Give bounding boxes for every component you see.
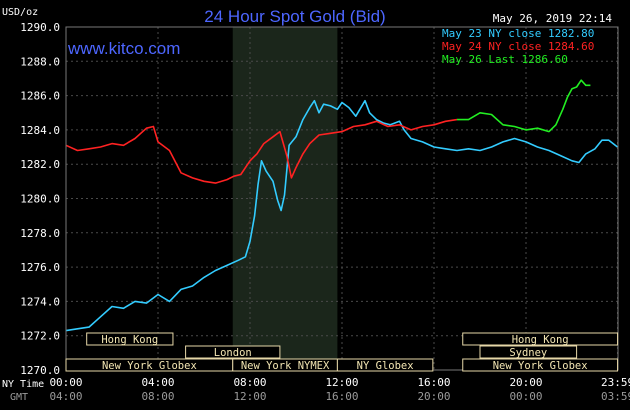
x-tick-ny: 04:00: [141, 376, 174, 389]
x-tick-gmt: 12:00: [233, 390, 266, 403]
series-line-1: [65, 118, 458, 184]
x-tick-ny: 08:00: [233, 376, 266, 389]
timestamp: May 26, 2019 22:14: [493, 12, 613, 25]
session-label: New York Globex: [493, 360, 588, 372]
legend-entry-1: May 24 NY close 1284.60: [442, 40, 594, 53]
x-tick-ny: 20:00: [509, 376, 542, 389]
session-label: NY Globex: [357, 360, 414, 372]
x-tick-gmt: 16:00: [325, 390, 358, 403]
y-tick-label: 1276.0: [20, 261, 60, 274]
session-box: [462, 332, 619, 346]
x-tick-ny: 16:00: [417, 376, 450, 389]
series-line-0: [65, 99, 618, 332]
session-label: New York NYMEX: [241, 360, 330, 372]
y-tick-label: 1286.0: [20, 90, 60, 103]
watermark: www.kitco.com: [67, 39, 180, 58]
chart-title: 24 Hour Spot Gold (Bid): [204, 7, 385, 26]
session-label: Hong Kong: [101, 334, 158, 346]
x-tick-gmt: 03:59: [601, 390, 630, 403]
session-label: London: [214, 347, 252, 359]
legend: May 23 NY close 1282.80 May 24 NY close …: [442, 27, 594, 66]
y-tick-label: 1288.0: [20, 55, 60, 68]
session-label: Sydney: [509, 347, 547, 359]
session-box: [462, 358, 619, 372]
x-tick-gmt: 04:00: [49, 390, 82, 403]
series-line-2: [457, 79, 591, 133]
y-tick-label: 1282.0: [20, 158, 60, 171]
session-box: [86, 332, 174, 346]
y-tick-label: 1272.0: [20, 330, 60, 343]
y-tick-label: 1278.0: [20, 227, 60, 240]
x-tick-gmt: 08:00: [141, 390, 174, 403]
session-label: New York Globex: [102, 360, 197, 372]
x-tick-gmt: 20:00: [417, 390, 450, 403]
x-tick-ny: 23:59: [601, 376, 630, 389]
legend-entry-0: May 23 NY close 1282.80: [442, 27, 594, 40]
gmt-row-label: GMT: [10, 392, 28, 403]
session-box: [336, 358, 434, 372]
y-tick-label: 1280.0: [20, 193, 60, 206]
unit-label: USD/oz: [2, 7, 38, 18]
y-tick-label: 1274.0: [20, 295, 60, 308]
session-label: Hong Kong: [512, 334, 569, 346]
x-tick-gmt: 00:00: [509, 390, 542, 403]
y-tick-label: 1290.0: [20, 21, 60, 34]
x-tick-ny: 12:00: [325, 376, 358, 389]
ny-time-row-label: NY Time: [2, 379, 44, 390]
session-box: [479, 345, 578, 359]
y-tick-label: 1284.0: [20, 124, 60, 137]
session-box: [185, 345, 281, 359]
legend-entry-2: May 26 Last 1286.60: [442, 53, 568, 66]
x-tick-ny: 00:00: [49, 376, 82, 389]
y-tick-label: 1270.0: [20, 364, 60, 377]
